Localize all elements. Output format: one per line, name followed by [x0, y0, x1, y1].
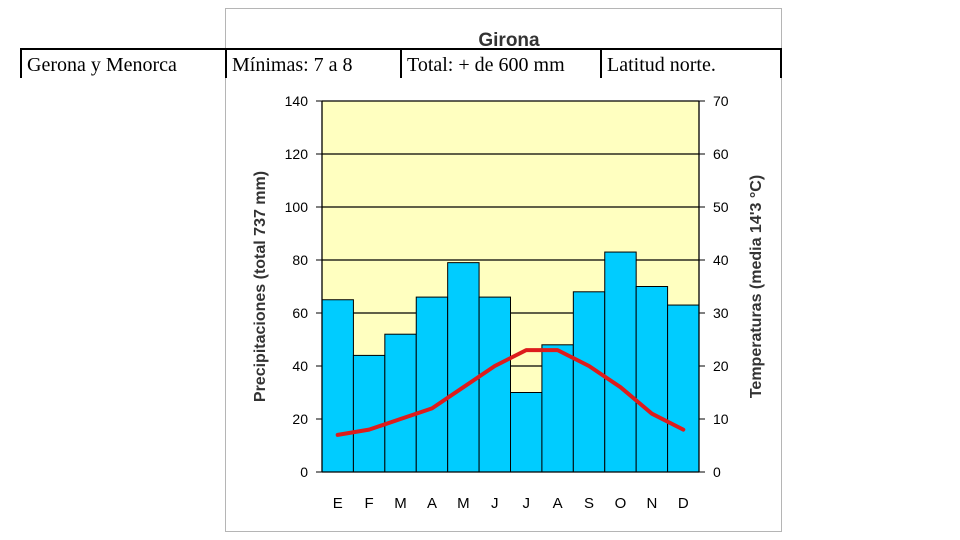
y2-tick-label: 10: [713, 411, 729, 427]
y-tick-label: 80: [292, 252, 308, 268]
temperature-point: [367, 428, 371, 432]
temperature-point: [493, 364, 497, 368]
x-tick-label: O: [615, 495, 627, 512]
temperature-point: [461, 385, 465, 389]
precipitation-bar: [415, 296, 449, 473]
y2-tick-label: 40: [713, 252, 729, 268]
y-tick-label: 20: [292, 411, 308, 427]
temperature-point: [336, 433, 340, 437]
header-cell-total: Total: + de 600 mm: [400, 48, 602, 78]
y-tick-label: 140: [285, 93, 309, 109]
y-axis-label: Precipitaciones (total 737 mm): [252, 171, 269, 402]
y-tick-label: 100: [285, 199, 309, 215]
climate-chart: Girona 0 0 20 10 40 20 60 30 80 40 100 50 120 60 140 70 E…: [252, 30, 765, 512]
x-tick-label: E: [333, 495, 343, 512]
temperature-point: [681, 428, 685, 432]
temperature-point: [556, 348, 560, 352]
y2-tick-label: 0: [713, 464, 721, 480]
y2-tick-label: 60: [713, 146, 729, 162]
x-tick-label: N: [646, 495, 657, 512]
temperature-point: [650, 412, 654, 416]
header-table: Gerona y Menorca Mínimas: 7 a 8 Total: +…: [20, 48, 782, 78]
y-tick-label: 0: [300, 464, 308, 480]
header-cell-minimums: Mínimas: 7 a 8: [225, 48, 402, 78]
header-row: Gerona y Menorca Mínimas: 7 a 8 Total: +…: [20, 48, 782, 78]
precipitation-bar: [667, 304, 700, 473]
precipitation-bar: [510, 392, 543, 473]
temperature-point: [399, 417, 403, 421]
precipitation-bar: [541, 344, 574, 473]
y-tick-label: 120: [285, 146, 309, 162]
y2-axis-label: Temperaturas (media 14'3 °C): [748, 175, 765, 398]
header-cell-location: Gerona y Menorca: [20, 48, 227, 78]
x-tick-label: J: [491, 495, 499, 512]
precipitation-bar: [447, 262, 480, 473]
chart-container: Girona 0 0 20 10 40 20 60 30 80 40 100 50 120 60 140 70 E…: [225, 8, 782, 532]
y-tick-label: 60: [292, 305, 308, 321]
precipitation-bar: [635, 286, 669, 473]
temperature-line: [335, 348, 686, 437]
x-tick-label: S: [584, 495, 594, 512]
x-tick-label: A: [553, 495, 563, 512]
temperature-point: [587, 364, 591, 368]
y2-tick-label: 30: [713, 305, 729, 321]
x-tick-label: M: [394, 495, 407, 512]
precipitation-bar: [604, 251, 637, 473]
x-tick-label: A: [427, 495, 437, 512]
y2-tick-label: 20: [713, 358, 729, 374]
precipitation-bar: [352, 354, 386, 473]
chart-title: Girona: [478, 30, 540, 51]
temperature-point: [524, 348, 528, 352]
temperature-point: [430, 406, 434, 410]
temperature-point: [618, 385, 622, 389]
precipitation-bar: [321, 299, 354, 473]
x-tick-label: M: [457, 495, 470, 512]
precipitation-bar: [384, 333, 417, 473]
header-cell-latitude: Latitud norte.: [600, 48, 782, 78]
y-tick-label: 40: [292, 358, 308, 374]
x-tick-label: D: [678, 495, 689, 512]
x-tick-label: J: [522, 495, 530, 512]
x-tick-label: F: [365, 495, 374, 512]
y2-tick-label: 50: [713, 199, 729, 215]
precipitation-bar: [572, 291, 606, 473]
y2-tick-label: 70: [713, 93, 729, 109]
precipitation-bar: [478, 296, 511, 473]
